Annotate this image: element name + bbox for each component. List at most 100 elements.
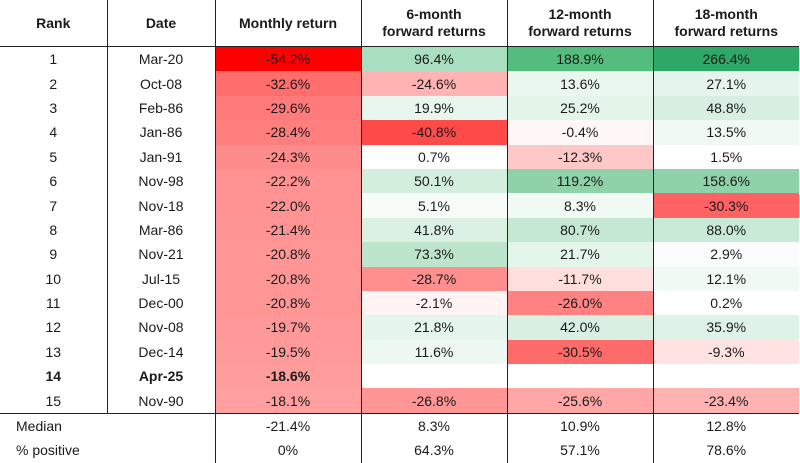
- table-row: 15 Nov-90 -18.1% -26.8% -25.6% -23.4%: [0, 388, 799, 414]
- 12-month-return-cell: 188.9%: [506, 46, 653, 72]
- monthly-return-cell: -54.2%: [214, 46, 361, 72]
- monthly-return-cell: -18.6%: [214, 364, 361, 389]
- date-cell: Jul-15: [106, 266, 215, 291]
- 12-month-return-cell: -25.6%: [506, 388, 653, 414]
- rank-cell: 8: [49, 221, 58, 238]
- 6-month-return-cell: 19.9%: [360, 95, 507, 121]
- 18-month-return-cell: 12.1%: [652, 266, 799, 291]
- 12-month-return-cell: -12.3%: [506, 144, 653, 169]
- monthly-return-cell: -29.6%: [214, 95, 361, 121]
- 6-month-return-cell: 96.4%: [360, 46, 507, 72]
- 6-month-return-cell: [360, 364, 507, 389]
- date-cell: Feb-86: [106, 95, 215, 121]
- header-12-month-line1: 12-month: [548, 6, 612, 22]
- 6-month-return-cell: -40.8%: [360, 120, 507, 145]
- monthly-return-cell: -20.8%: [214, 290, 361, 316]
- date-cell: Mar-20: [106, 46, 215, 72]
- summary-6-month-return-cell: 8.3%: [360, 412, 507, 439]
- rank-cell: 4: [49, 124, 58, 141]
- table-row: 7 Nov-18 -22.0% 5.1% 8.3% -30.3%: [0, 193, 799, 218]
- 18-month-return-cell: -30.3%: [652, 193, 799, 218]
- 18-month-return-cell: -9.3%: [652, 339, 799, 365]
- 18-month-return-cell: -23.4%: [652, 388, 799, 414]
- monthly-return-cell: -19.7%: [214, 315, 361, 340]
- table-row: 4 Jan-86 -28.4% -40.8% -0.4% 13.5%: [0, 120, 799, 145]
- date-cell: Nov-21: [106, 242, 215, 267]
- 6-month-return-cell: 73.3%: [360, 242, 507, 267]
- header-date: Date: [106, 0, 215, 47]
- 12-month-return-cell: 21.7%: [506, 242, 653, 267]
- 6-month-return-cell: 41.8%: [360, 217, 507, 243]
- table-row: 13 Dec-14 -19.5% 11.6% -30.5% -9.3%: [0, 339, 799, 365]
- rank-cell: 6: [49, 173, 58, 190]
- table-row: 11 Dec-00 -20.8% -2.1% -26.0% 0.2%: [0, 290, 799, 316]
- table-body: 1 Mar-20 -54.2% 96.4% 188.9% 266.4% 2 Oct-08 -32…: [0, 46, 799, 463]
- 12-month-return-cell: -30.5%: [506, 339, 653, 365]
- rank-cell: 3: [49, 99, 58, 116]
- summary-12-month-return-cell: 57.1%: [506, 438, 653, 463]
- monthly-return-cell: -19.5%: [214, 339, 361, 365]
- date-cell: Nov-90: [106, 388, 215, 414]
- rank-cell: 11: [45, 295, 61, 312]
- header-6-month: 6-month forward returns: [360, 0, 507, 47]
- header-12-month: 12-month forward returns: [506, 0, 653, 47]
- summary-12-month-return-cell: 10.9%: [506, 412, 653, 439]
- table-row: 8 Mar-86 -21.4% 41.8% 80.7% 88.0%: [0, 217, 799, 243]
- table-row: 2 Oct-08 -32.6% -24.6% 13.6% 27.1%: [0, 71, 799, 96]
- 18-month-return-cell: 158.6%: [652, 168, 799, 194]
- table-row: 5 Jan-91 -24.3% 0.7% -12.3% 1.5%: [0, 144, 799, 169]
- 18-month-return-cell: 27.1%: [652, 71, 799, 96]
- date-cell: Jan-91: [106, 144, 215, 169]
- 12-month-return-cell: 8.3%: [506, 193, 653, 218]
- 18-month-return-cell: 2.9%: [652, 242, 799, 267]
- rank-cell: 14: [45, 368, 62, 385]
- 12-month-return-cell: 25.2%: [506, 95, 653, 121]
- 6-month-return-cell: 11.6%: [360, 339, 507, 365]
- 6-month-return-cell: 5.1%: [360, 193, 507, 218]
- 12-month-return-cell: -11.7%: [506, 266, 653, 291]
- 6-month-return-cell: 0.7%: [360, 144, 507, 169]
- summary-6-month-return-cell: 64.3%: [360, 438, 507, 463]
- table-row: 10 Jul-15 -20.8% -28.7% -11.7% 12.1%: [0, 266, 799, 291]
- summary-label: % positive: [16, 442, 80, 459]
- date-cell: Jan-86: [106, 120, 215, 145]
- monthly-return-cell: -24.3%: [214, 144, 361, 169]
- header-6-month-line1: 6-month: [406, 6, 462, 22]
- 18-month-return-cell: 35.9%: [652, 315, 799, 340]
- table-row: 12 Nov-08 -19.7% 21.8% 42.0% 35.9%: [0, 315, 799, 340]
- 12-month-return-cell: 42.0%: [506, 315, 653, 340]
- 6-month-return-cell: 21.8%: [360, 315, 507, 340]
- monthly-return-cell: -18.1%: [214, 388, 361, 414]
- 6-month-return-cell: -26.8%: [360, 388, 507, 414]
- date-cell: Dec-14: [106, 339, 215, 365]
- monthly-return-cell: -21.4%: [214, 217, 361, 243]
- header-monthly-return: Monthly return: [214, 0, 361, 47]
- table-row: 1 Mar-20 -54.2% 96.4% 188.9% 266.4%: [0, 46, 799, 72]
- monthly-return-cell: -20.8%: [214, 242, 361, 267]
- rank-cell: 2: [49, 75, 58, 92]
- summary-monthly-return-cell: -21.4%: [214, 412, 361, 439]
- 12-month-return-cell: -0.4%: [506, 120, 653, 145]
- header-18-month: 18-month forward returns: [652, 0, 799, 47]
- header-18-month-line1: 18-month: [694, 6, 758, 22]
- 6-month-return-cell: 50.1%: [360, 168, 507, 194]
- date-cell: Nov-18: [106, 193, 215, 218]
- rank-cell: 13: [45, 343, 62, 360]
- summary-18-month-return-cell: 78.6%: [652, 438, 799, 463]
- date-cell: Nov-08: [106, 315, 215, 340]
- summary-row: Median -21.4% 8.3% 10.9% 12.8%: [0, 412, 799, 439]
- header-12-month-line2: forward returns: [528, 23, 632, 39]
- rank-cell: 7: [49, 197, 58, 214]
- date-cell: Mar-86: [106, 217, 215, 243]
- header-row: Rank Date Monthly return 6-month forward…: [0, 0, 799, 47]
- monthly-return-cell: -28.4%: [214, 120, 361, 145]
- date-cell: Dec-00: [106, 290, 215, 316]
- table-row: 6 Nov-98 -22.2% 50.1% 119.2% 158.6%: [0, 168, 799, 194]
- monthly-return-cell: -22.2%: [214, 168, 361, 194]
- 18-month-return-cell: 0.2%: [652, 290, 799, 316]
- 18-month-return-cell: 48.8%: [652, 95, 799, 121]
- 12-month-return-cell: -26.0%: [506, 290, 653, 316]
- date-cell: Apr-25: [106, 364, 215, 389]
- 6-month-return-cell: -2.1%: [360, 290, 507, 316]
